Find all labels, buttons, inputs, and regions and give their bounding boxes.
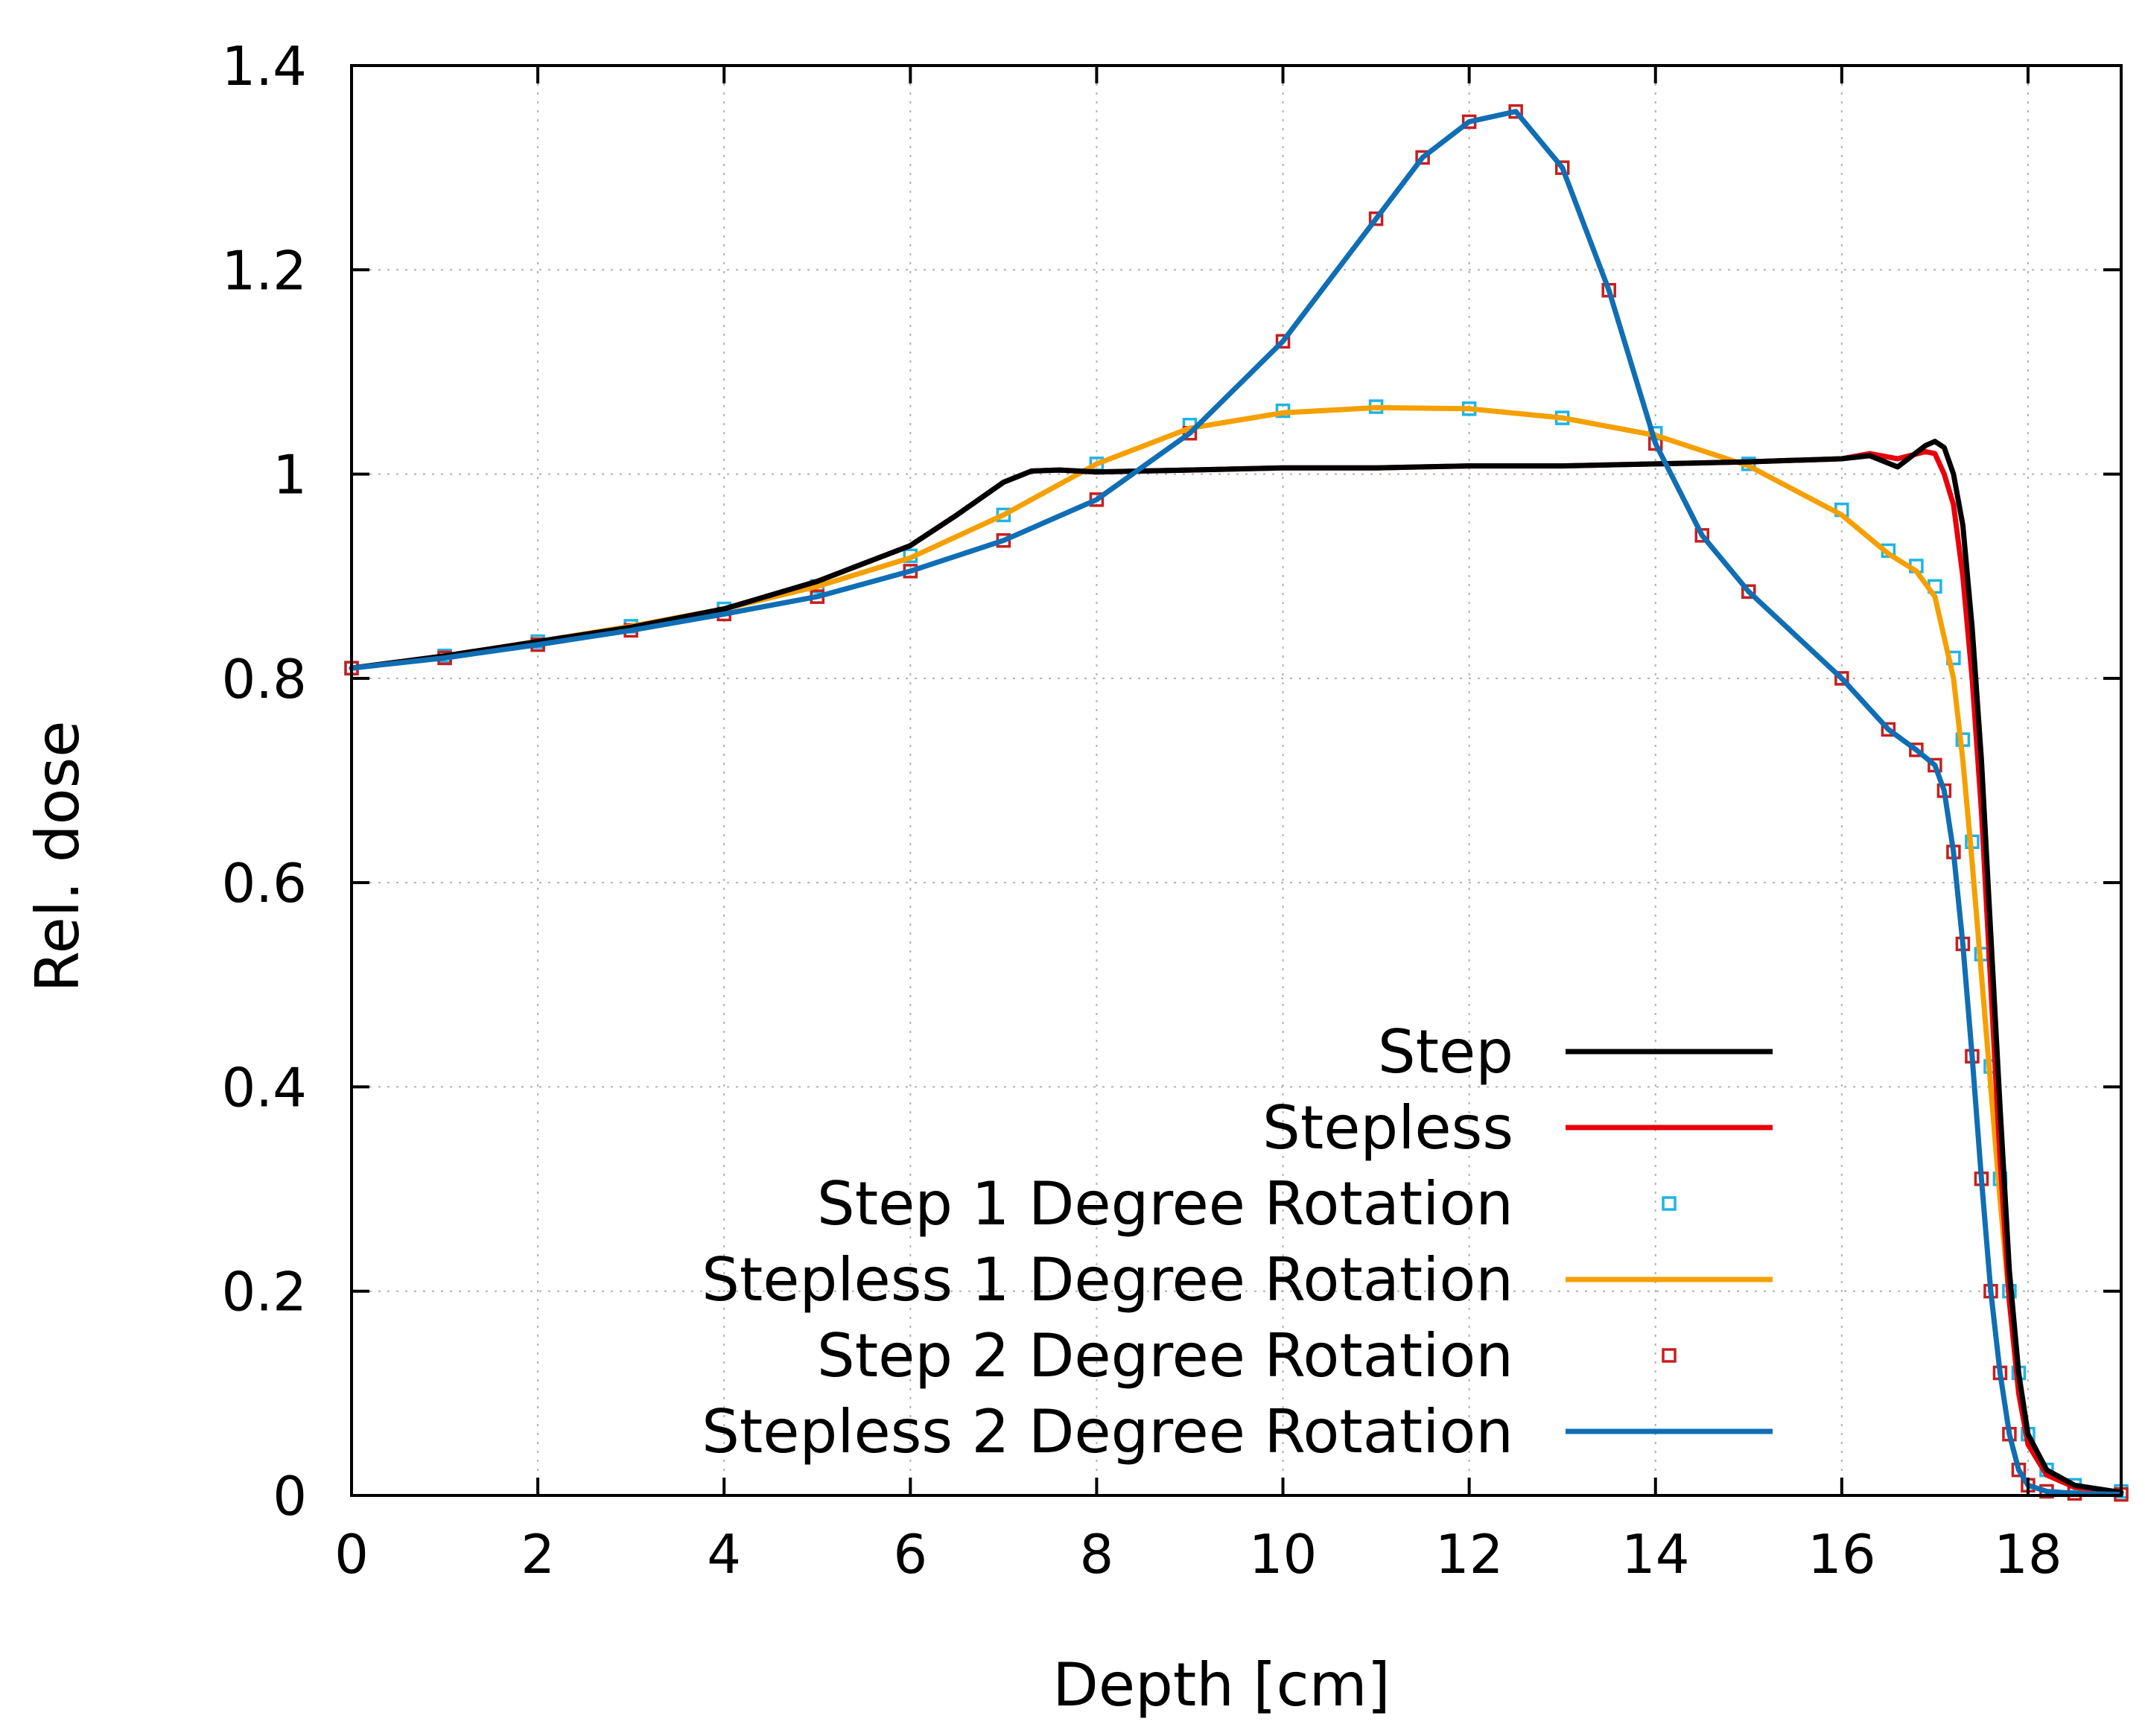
legend-label: Stepless 2 Degree Rotation (702, 1397, 1513, 1466)
legend-item: Stepless 2 Degree Rotation (702, 1397, 1773, 1466)
x-tick-label: 4 (707, 1523, 741, 1586)
y-tick-label: 0.2 (221, 1261, 307, 1323)
x-tick-label: 6 (893, 1523, 927, 1586)
legend-label: Step (1378, 1017, 1513, 1087)
legend-marker-swatch (1662, 1348, 1677, 1363)
x-tick-label: 10 (1249, 1523, 1318, 1586)
plot-frame (350, 64, 2123, 1497)
x-tick-label: 18 (1994, 1523, 2062, 1586)
data-point (1694, 528, 1710, 543)
series-stepless-2-degree-rotation (349, 109, 2124, 1498)
data-point (1834, 671, 1849, 686)
x-tick-label: 12 (1435, 1523, 1504, 1586)
x-tick-label: 8 (1080, 1523, 1114, 1586)
data-point (1881, 722, 1896, 737)
data-point (1741, 584, 1756, 600)
legend-item: Step 1 Degree Rotation (817, 1169, 1677, 1239)
data-point (1368, 211, 1384, 226)
legend-item: Stepless (1262, 1093, 1773, 1163)
legend-label: Stepless (1262, 1093, 1513, 1163)
legend-label: Step 1 Degree Rotation (817, 1169, 1513, 1239)
series-line (349, 109, 2124, 1498)
x-tick-label: 2 (521, 1523, 555, 1586)
series-step (349, 439, 2124, 1495)
y-tick-label: 0.8 (221, 648, 307, 710)
y-tick-label: 0 (273, 1465, 307, 1527)
y-tick-label: 1.4 (221, 35, 307, 98)
y-tick-label: 1 (273, 444, 307, 506)
grid (352, 66, 2121, 1495)
data-point (1275, 334, 1291, 349)
legend-item: Step (1378, 1017, 1773, 1087)
legend-item: Step 2 Degree Rotation (817, 1321, 1677, 1390)
x-tick-label: 14 (1621, 1523, 1690, 1586)
legend-marker-swatch (1662, 1196, 1677, 1211)
legend-item: Stepless 1 Degree Rotation (702, 1245, 1773, 1314)
axis-ticks (350, 64, 2121, 1497)
y-tick-label: 0.4 (221, 1056, 307, 1119)
data-point (1415, 150, 1430, 165)
y-axis-title: Rel. dose (23, 721, 92, 993)
series-layer (344, 104, 2129, 1502)
x-tick-label: 16 (1808, 1523, 1876, 1586)
axis-tick-labels: 0 2 4 6 8 10 12 14 16 18 0 0.2 0.4 0.6 0.8 1 1.2 1.4 (221, 35, 2062, 1586)
x-axis-title: Depth [cm] (1052, 1650, 1390, 1720)
x-tick-label: 0 (334, 1523, 369, 1586)
data-point (1909, 743, 1924, 757)
legend-label: Stepless 1 Degree Rotation (702, 1245, 1513, 1314)
legend-label: Step 2 Degree Rotation (817, 1321, 1513, 1390)
y-tick-label: 1.2 (221, 239, 307, 302)
y-tick-label: 0.6 (221, 852, 307, 915)
series-line (349, 439, 2124, 1495)
